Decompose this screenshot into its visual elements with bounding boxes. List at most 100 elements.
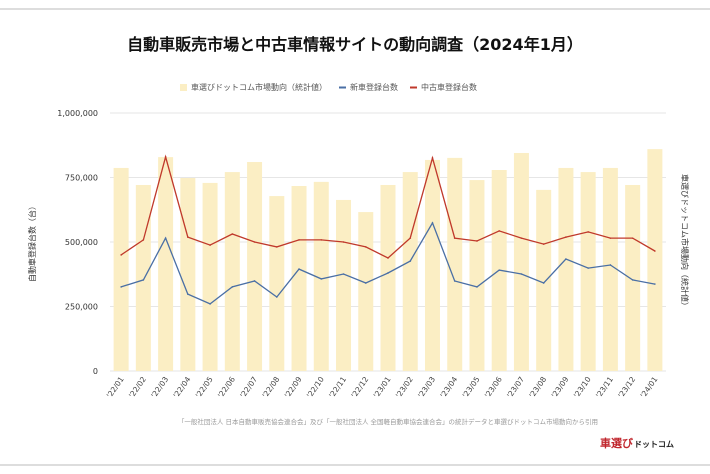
line-point <box>253 241 256 243</box>
bar-'22/10 <box>313 181 329 371</box>
x-tick-label: '23/01 <box>372 375 393 400</box>
bar-'22/11 <box>336 199 352 371</box>
line-point <box>453 280 456 282</box>
line-point <box>565 236 567 238</box>
bar-'22/02 <box>135 184 151 371</box>
line-point <box>453 237 456 239</box>
line-point <box>187 293 189 295</box>
line-point <box>164 237 167 239</box>
line-point <box>587 231 589 233</box>
x-tick-label: '23/05 <box>461 375 482 400</box>
line-point <box>364 246 367 248</box>
logo-text-black: ドットコム <box>634 440 674 449</box>
line-point <box>542 282 545 284</box>
line-point <box>187 236 189 238</box>
bar-'22/05 <box>202 182 218 371</box>
bar-'23/05 <box>469 180 485 371</box>
line-point <box>498 269 501 271</box>
line-point <box>565 258 567 260</box>
x-tick-label: '23/07 <box>505 375 526 400</box>
logo-text-red: 車選び <box>600 436 634 450</box>
x-tick-label: '23/11 <box>594 375 615 400</box>
line-point <box>409 237 412 239</box>
chart-title: 自動車販売市場と中古車情報サイトの動向調査（2024年1月） <box>127 35 583 54</box>
legend-label: 車選びドットコム市場動向（統計値） <box>191 82 327 92</box>
line-point <box>253 280 256 282</box>
bar-'22/04 <box>180 178 196 371</box>
line-point <box>320 239 323 241</box>
line-point <box>120 286 122 288</box>
line-point <box>276 296 278 298</box>
line-point <box>431 222 434 224</box>
line-point <box>542 243 545 245</box>
bar-'23/01 <box>380 184 396 371</box>
y-tick-label: 1,000,000 <box>57 109 98 118</box>
x-tick-label: '22/04 <box>172 375 193 400</box>
line-point <box>209 303 211 305</box>
line-point <box>298 268 300 270</box>
bar-'23/08 <box>536 189 552 371</box>
x-tick-label: '23/08 <box>527 375 548 400</box>
line-point <box>609 237 612 239</box>
x-tick-label: '24/01 <box>639 375 660 400</box>
y-tick-label: 0 <box>93 367 98 376</box>
line-point <box>476 286 478 288</box>
bar-'22/03 <box>158 157 174 371</box>
line-point <box>654 250 656 252</box>
line-point <box>587 267 589 269</box>
x-tick-label: '23/09 <box>550 375 571 400</box>
source-note: 「一般社団法人 日本自動車販売協会連合会」及び「一般社団法人 全国軽自動車協会連… <box>178 417 598 426</box>
bar-'24/01 <box>647 149 663 371</box>
x-tick-label: '23/06 <box>483 375 504 400</box>
line-point <box>231 233 234 235</box>
x-tick-label: '22/10 <box>305 375 326 400</box>
x-tick-label: '22/07 <box>238 375 259 400</box>
logo: 車選び ドットコム <box>600 436 674 450</box>
bar-'22/09 <box>291 186 307 371</box>
bar-'22/01 <box>113 167 129 371</box>
legend-label: 中古車登録台数 <box>421 82 477 92</box>
line-point <box>498 230 501 232</box>
x-tick-label: '23/04 <box>438 375 459 400</box>
y-tick-label: 500,000 <box>65 238 98 247</box>
line-point <box>120 254 122 256</box>
y-axis-right-label: 車選びドットコム市場動向（統計値） <box>680 174 690 310</box>
bar-'22/07 <box>247 162 263 371</box>
line-point <box>164 156 167 158</box>
x-tick-label: '22/03 <box>149 375 170 400</box>
line-point <box>276 246 278 248</box>
line-point <box>364 282 367 284</box>
line-point <box>387 272 389 274</box>
x-tick-label: '23/12 <box>616 375 637 400</box>
x-tick-label: '22/11 <box>327 375 348 400</box>
line-point <box>631 279 634 281</box>
line-point <box>298 239 300 241</box>
bar-'23/10 <box>580 172 596 371</box>
line-point <box>320 278 323 280</box>
bar-'23/07 <box>513 152 529 371</box>
bar-'23/03 <box>424 159 440 371</box>
legend-label: 新車登録台数 <box>350 82 398 92</box>
line-point <box>231 286 234 288</box>
line-point <box>409 260 412 262</box>
x-tick-label: '23/10 <box>572 375 593 400</box>
line-point <box>609 264 612 266</box>
bar-'22/12 <box>358 212 374 371</box>
bar-'23/09 <box>558 167 574 371</box>
line-point <box>142 239 145 241</box>
x-tick-label: '23/03 <box>416 375 437 400</box>
bar-'23/02 <box>402 172 418 371</box>
x-tick-label: '22/08 <box>260 375 281 400</box>
line-point <box>342 241 345 243</box>
bar-'23/11 <box>602 167 618 371</box>
lines <box>120 154 656 305</box>
y-tick-label: 250,000 <box>65 303 98 312</box>
x-tick-label: '22/05 <box>194 375 215 400</box>
x-tick-label: '23/02 <box>394 375 415 400</box>
bar-'23/12 <box>625 184 641 371</box>
bar-'23/04 <box>447 157 463 371</box>
bars <box>113 149 663 371</box>
bar-'22/08 <box>269 196 285 371</box>
line-point <box>520 273 523 275</box>
